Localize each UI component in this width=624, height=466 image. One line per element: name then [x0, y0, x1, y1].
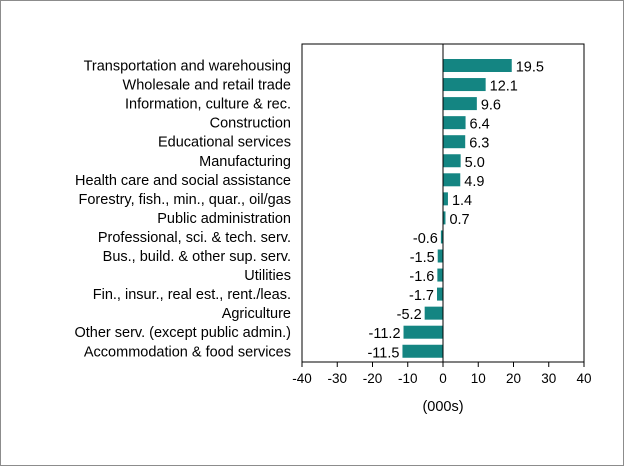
x-axis-title: (000s)	[422, 399, 463, 415]
category-label: Forestry, fish., min., quar., oil/gas	[79, 192, 291, 208]
bar	[443, 78, 486, 92]
category-label: Accommodation & food services	[84, 344, 291, 360]
x-axis-ticks-group: -40 -30 -20 -10 0 10 20 30 40	[292, 362, 592, 386]
bar	[437, 268, 443, 282]
value-label: -5.2	[397, 307, 422, 323]
bar	[424, 306, 443, 320]
value-label: 4.9	[464, 174, 484, 190]
x-tick-label: -40	[292, 371, 312, 386]
category-label: Wholesale and retail trade	[123, 78, 291, 94]
value-label: -1.5	[410, 250, 435, 266]
category-label: Educational services	[158, 135, 291, 151]
bar	[443, 192, 448, 206]
value-label: -0.6	[413, 231, 438, 247]
value-label: -11.2	[369, 326, 401, 342]
category-labels-group: Transportation and warehousing Wholesale …	[74, 59, 291, 361]
x-tick-label: 0	[439, 371, 447, 386]
bar	[443, 154, 461, 168]
category-label: Bus., build. & other sup. serv.	[103, 249, 291, 265]
bar	[443, 97, 477, 111]
bar	[403, 325, 443, 339]
x-tick-label: -30	[327, 371, 347, 386]
category-label: Construction	[210, 116, 291, 132]
bar	[443, 116, 466, 130]
category-label: Utilities	[244, 268, 291, 284]
category-label: Public administration	[157, 211, 291, 227]
value-label: 6.3	[469, 136, 489, 152]
category-label: Fin., insur., real est., rent./leas.	[93, 287, 291, 303]
bar	[443, 59, 512, 72]
category-label: Agriculture	[222, 306, 291, 322]
category-label: Manufacturing	[199, 154, 291, 170]
value-label: 9.6	[481, 98, 501, 114]
bar	[437, 249, 443, 263]
category-label: Other serv. (except public admin.)	[74, 325, 291, 341]
bar	[437, 287, 443, 301]
bar	[443, 211, 446, 225]
x-tick-label: 10	[471, 371, 486, 386]
x-tick-label: -10	[398, 371, 418, 386]
category-label: Information, culture & rec.	[125, 97, 291, 113]
value-label: 5.0	[465, 155, 485, 171]
bar	[402, 344, 443, 358]
value-label: -1.6	[409, 269, 434, 285]
value-label: 12.1	[490, 79, 518, 95]
value-label: 0.7	[449, 212, 469, 228]
value-label: 1.4	[452, 193, 472, 209]
x-tick-label: -20	[363, 371, 383, 386]
bars-group	[402, 59, 512, 358]
bar	[443, 173, 461, 187]
value-label: -11.5	[367, 345, 399, 361]
bar	[440, 230, 443, 244]
x-tick-label: 40	[576, 371, 591, 386]
value-label: -1.7	[409, 288, 434, 304]
value-label: 19.5	[516, 60, 544, 76]
category-label: Transportation and warehousing	[84, 59, 291, 75]
category-label: Health care and social assistance	[75, 173, 291, 189]
category-label: Professional, sci. & tech. serv.	[98, 230, 291, 246]
x-tick-label: 30	[541, 371, 556, 386]
value-labels-group: 19.5 12.1 9.6 6.4 6.3 5.0 4.9 1.4 0.7 -0.6 -1.5 -1.…	[367, 60, 543, 362]
x-tick-label: 20	[506, 371, 521, 386]
bar	[443, 135, 466, 149]
value-label: 6.4	[470, 117, 490, 133]
